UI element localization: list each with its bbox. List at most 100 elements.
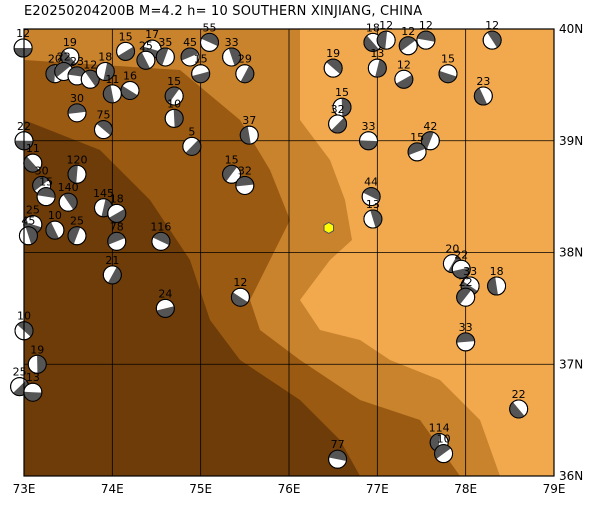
depth-label: 19 [63, 36, 77, 49]
beachball [23, 153, 43, 173]
depth-label: 78 [110, 220, 124, 233]
beachball [509, 399, 529, 419]
depth-label: 44 [364, 176, 378, 189]
lon-tick-label: 76E [278, 482, 301, 496]
beachball [230, 287, 250, 307]
beachball [107, 203, 127, 223]
depth-label: 22 [57, 50, 71, 63]
depth-label: 75 [97, 109, 111, 122]
beachball [235, 175, 255, 195]
lon-tick-label: 73E [13, 482, 36, 496]
depth-label: 25 [70, 215, 84, 228]
beachball [367, 58, 387, 78]
depth-label: 19 [30, 343, 44, 356]
depth-label: 25 [13, 366, 27, 379]
depth-label: 116 [150, 220, 171, 233]
beachball [407, 142, 427, 162]
depth-label: 5 [188, 125, 195, 138]
depth-label: 55 [203, 21, 217, 34]
lat-tick-label: 39N [559, 134, 583, 148]
beachball [155, 298, 175, 318]
depth-label: 33 [459, 321, 473, 334]
depth-label: 32 [331, 103, 345, 116]
beachball [94, 120, 113, 140]
depth-label: 12 [16, 27, 30, 40]
beachball [235, 64, 255, 84]
depth-label: 15 [39, 176, 53, 189]
depth-label: 15 [335, 86, 349, 99]
graticule [24, 29, 554, 476]
lon-tick-label: 74E [101, 482, 124, 496]
depth-label: 15 [119, 30, 133, 43]
depth-label: 12 [485, 19, 499, 32]
depth-label: 15 [225, 153, 239, 166]
depth-label: 30 [35, 164, 49, 177]
beachball [182, 136, 202, 156]
beachball [180, 47, 200, 67]
depth-label: 10 [167, 97, 181, 110]
depth-label: 23 [476, 75, 490, 88]
beachball [45, 220, 65, 240]
beachball [434, 444, 454, 464]
beachball [80, 69, 100, 89]
depth-label: 22 [459, 276, 473, 289]
beachball [394, 69, 414, 89]
depth-label: 145 [93, 187, 114, 200]
beachball [23, 382, 43, 402]
beachball [102, 265, 122, 285]
beachball [398, 36, 418, 56]
beachball [191, 64, 211, 84]
beachball [164, 86, 184, 106]
beachball [95, 61, 115, 81]
depth-label: 12 [401, 25, 415, 38]
depth-label: 29 [238, 53, 252, 66]
beachball [487, 276, 507, 296]
depth-label: 11 [105, 73, 119, 86]
depth-label: 25 [26, 204, 40, 217]
depth-label: 18 [490, 265, 504, 278]
beachball [239, 125, 259, 145]
beachball [58, 192, 78, 212]
beachball [456, 332, 476, 352]
epicenter-marker [323, 221, 334, 234]
depth-label: 23 [70, 55, 84, 68]
beachball [328, 449, 348, 469]
depth-label: 18 [366, 21, 380, 34]
depth-label: 15 [194, 53, 208, 66]
depth-label: 77 [331, 438, 345, 451]
beachball [155, 47, 175, 67]
lon-tick-label: 75E [189, 482, 212, 496]
beachball [67, 226, 87, 246]
depth-label: 13 [366, 198, 380, 211]
lat-tick-label: 38N [559, 246, 583, 260]
beachball [416, 30, 436, 50]
beachball [164, 108, 184, 128]
lat-tick-label: 37N [559, 357, 583, 371]
depth-label: 42 [423, 120, 437, 133]
beachball [323, 58, 343, 78]
beachball [200, 32, 219, 52]
beachball [482, 30, 502, 50]
depth-label: 15 [410, 131, 424, 144]
depth-label: 13 [370, 47, 384, 60]
depth-label: 19 [326, 47, 340, 60]
beachball [120, 80, 140, 100]
beachball [67, 164, 87, 184]
beachball [328, 114, 348, 134]
depth-label: 33 [463, 265, 477, 278]
depth-label: 120 [67, 153, 88, 166]
depth-label: 10 [48, 209, 62, 222]
lat-tick-label: 36N [559, 469, 583, 483]
beachball [36, 187, 56, 207]
depth-label: 30 [70, 92, 84, 105]
beachball [13, 38, 33, 58]
depth-label: 15 [441, 53, 455, 66]
depth-label: 12 [419, 19, 433, 32]
beachball [18, 226, 38, 246]
depth-label: 33 [362, 120, 376, 133]
beachball [332, 97, 352, 117]
beachball [456, 287, 476, 307]
depth-label: 45 [183, 36, 197, 49]
depth-label: 21 [105, 254, 119, 267]
depth-label: 12 [233, 276, 247, 289]
